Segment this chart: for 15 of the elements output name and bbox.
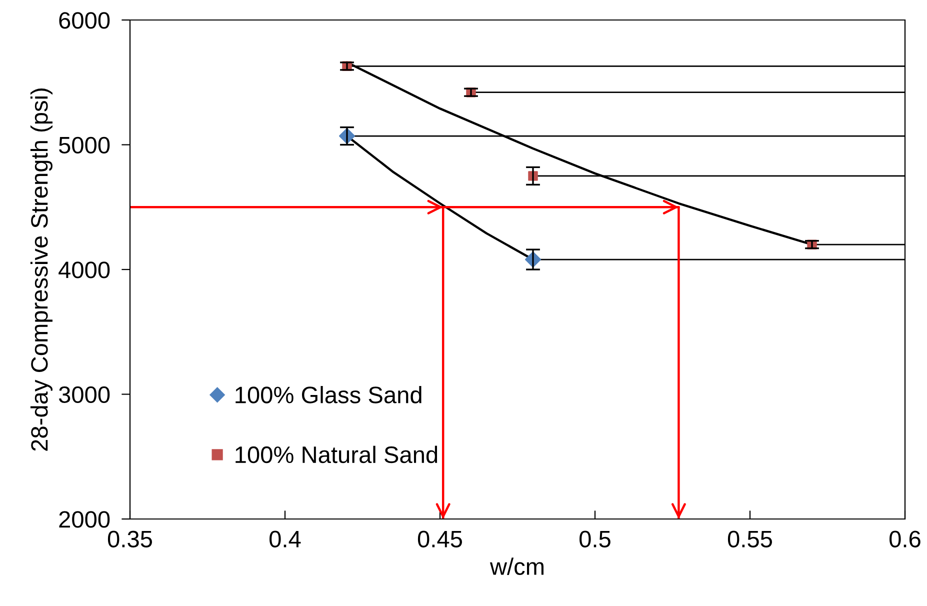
x-tick-label: 0.45 xyxy=(418,530,462,548)
y-tick-label: 5000 xyxy=(58,136,110,154)
y-tick-label: 6000 xyxy=(59,12,110,29)
y-tick-label: 3000 xyxy=(58,386,110,404)
x-tick-label: 0.55 xyxy=(728,530,772,548)
x-tick-label: 0.5 xyxy=(580,530,610,548)
x-tick-label: 0.4 xyxy=(270,530,301,548)
legend-label: 100% Natural Sand xyxy=(236,446,438,464)
y-axis-title: 28-day Compressive Strength (psi) xyxy=(30,88,52,451)
y-tick-label: 4000 xyxy=(58,262,110,278)
x-tick-label: 0.35 xyxy=(108,530,152,548)
y-tick-label: 2000 xyxy=(59,511,110,528)
x-tick-label: 0.6 xyxy=(890,530,920,548)
legend-label: 100% Glass Sand xyxy=(236,386,422,404)
x-axis-title: w/cm xyxy=(490,558,544,576)
